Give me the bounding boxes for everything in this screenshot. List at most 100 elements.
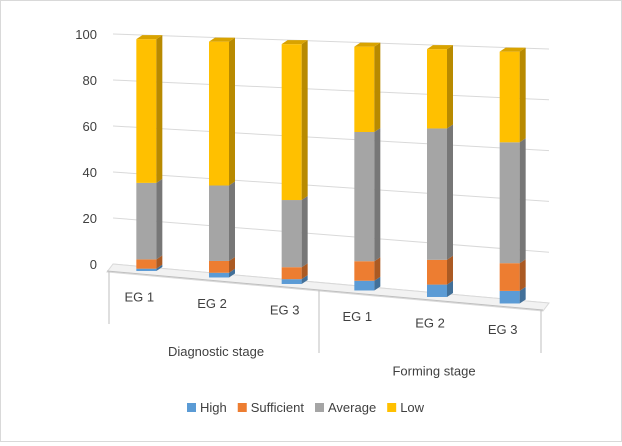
bar-top-face: [209, 37, 235, 42]
bar-front-face: [209, 185, 229, 261]
bars: [136, 35, 526, 304]
bar-front-face: [281, 200, 302, 268]
bar-front-face: [281, 267, 302, 280]
bar-side-face: [447, 45, 453, 129]
group-label: Diagnostic stage: [168, 344, 264, 359]
legend-swatch: [187, 403, 196, 412]
bar-front-face: [354, 131, 375, 262]
category-label: EG 1: [343, 309, 373, 324]
bar-segment-sufficient: [354, 257, 381, 281]
bar-side-face: [519, 138, 526, 264]
bar-front-face: [136, 39, 157, 183]
bar-side-face: [519, 286, 526, 304]
bar-front-face: [354, 261, 375, 281]
legend-item: Average: [315, 400, 376, 415]
gridline: [112, 79, 550, 101]
bar-segment-high: [427, 280, 453, 297]
bar-side-face: [447, 255, 453, 285]
category-label: EG 2: [415, 315, 445, 330]
bar-segment-low: [281, 40, 308, 201]
bar-segment-high: [354, 276, 381, 291]
gridline: [112, 217, 550, 253]
y-tick-label: 60: [83, 119, 97, 134]
bar-segment-high: [281, 275, 308, 284]
bar-front-face: [209, 260, 229, 273]
bar-side-face: [156, 178, 163, 260]
bar-front-face: [136, 182, 157, 260]
legend-label: Sufficient: [251, 400, 305, 415]
bar-front-face: [427, 49, 447, 129]
legend-label: Average: [328, 400, 376, 415]
legend-swatch: [315, 403, 324, 412]
bar-segment-low: [499, 47, 526, 143]
gridlines: [112, 33, 550, 304]
bar-segment-low: [427, 45, 453, 129]
bar-segment-average: [209, 181, 235, 261]
bar-segment-average: [281, 196, 308, 268]
bar-front-face: [209, 272, 229, 278]
bar-front-face: [427, 259, 447, 285]
bar-segment-low: [354, 42, 381, 132]
bar-segment-average: [136, 178, 163, 260]
bar-front-face: [281, 44, 302, 201]
bar-segment-sufficient: [499, 259, 526, 291]
floor-plane: [106, 263, 550, 312]
bar-side-face: [301, 263, 308, 280]
category-label: EG 2: [197, 296, 227, 311]
bar-side-face: [374, 257, 381, 281]
y-tick-label: 0: [90, 257, 97, 272]
bar-side-face: [156, 35, 163, 183]
bar-segment-sufficient: [136, 255, 163, 269]
bar-side-face: [519, 259, 526, 291]
bar-side-face: [301, 40, 308, 201]
y-tick-label: 40: [83, 165, 97, 180]
bar-top-face: [136, 35, 163, 40]
legend-swatch: [237, 403, 247, 412]
y-axis-ticks: 100 80 60 40 20 0: [75, 27, 97, 272]
bar-top-face: [354, 42, 381, 47]
bar-top-face: [427, 45, 453, 50]
gridline: [112, 125, 550, 152]
bar-front-face: [136, 268, 157, 271]
axis-line: [106, 270, 544, 311]
bar-segment-high: [209, 268, 235, 278]
bar-side-face: [229, 268, 235, 278]
chart-floor: [106, 263, 550, 312]
y-tick-label: 100: [75, 27, 97, 42]
bar-front-face: [427, 284, 447, 297]
bar-segment-high: [499, 286, 526, 304]
bar-side-face: [374, 42, 381, 132]
bar-segment-low: [136, 35, 163, 183]
bar-front-face: [354, 280, 375, 291]
bar-segment-average: [427, 124, 453, 260]
bar-front-face: [499, 263, 520, 291]
bar-front-face: [281, 279, 302, 284]
legend-item: Low: [387, 400, 425, 415]
bar-segment-average: [499, 138, 526, 264]
bar-front-face: [136, 259, 157, 269]
y-tick-label: 20: [83, 211, 97, 226]
group-labels: Diagnostic stage Forming stage: [168, 344, 476, 379]
y-tick-label: 80: [83, 73, 97, 88]
category-label: EG 3: [270, 302, 300, 317]
bar-segment-high: [136, 264, 163, 271]
bar-side-face: [447, 124, 453, 260]
bar-segment-low: [209, 37, 235, 186]
legend-label: High: [200, 400, 227, 415]
bar-side-face: [301, 275, 308, 284]
bar-side-face: [229, 181, 235, 261]
gridline: [112, 33, 550, 50]
bar-top-face: [281, 40, 308, 45]
bar-segment-sufficient: [281, 263, 308, 280]
category-axis: [106, 270, 544, 353]
bar-side-face: [447, 280, 453, 297]
legend: High Sufficient Average Low: [187, 400, 425, 415]
category-label: EG 3: [488, 322, 518, 337]
bar-segment-average: [354, 127, 381, 262]
bar-front-face: [499, 142, 520, 264]
bar-side-face: [374, 127, 381, 262]
legend-item: Sufficient: [237, 400, 305, 415]
bar-front-face: [499, 51, 520, 143]
